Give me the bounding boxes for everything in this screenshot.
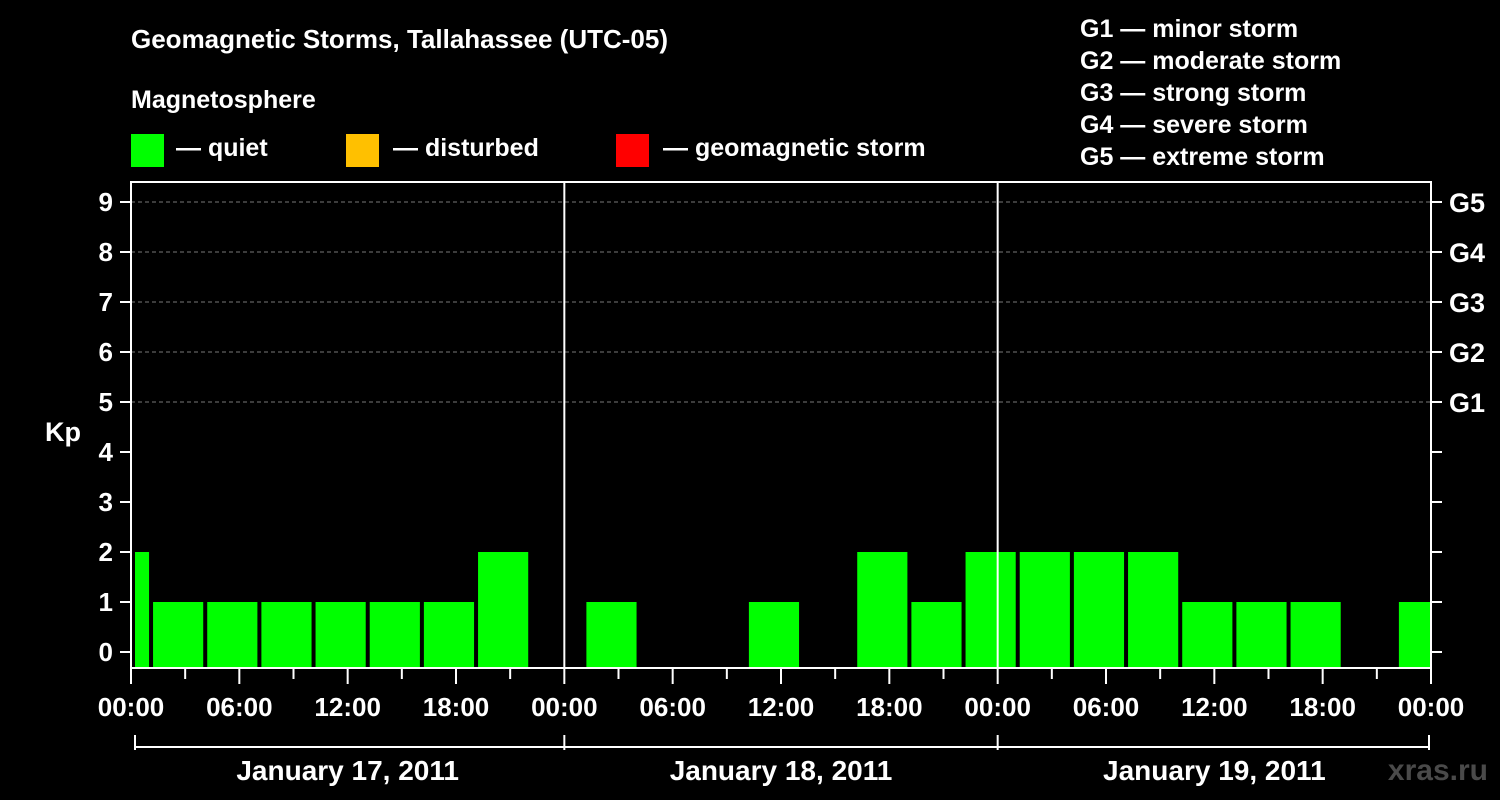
plot-frame [130,181,1432,669]
kp-bar [1128,552,1179,668]
x-tick-label: 12:00 [748,692,815,722]
storm-scale-g1: G1 — minor storm [1080,15,1299,43]
legend-swatch-quiet [131,134,164,167]
kp-bar [1290,602,1341,668]
kp-bar [423,602,475,668]
kp-bar [586,602,637,668]
storm-scale-g2: G2 — moderate storm [1080,47,1342,75]
legend-label-quiet: — quiet [176,134,268,162]
kp-bar [965,552,1016,668]
day-label: January 19, 2011 [1103,755,1326,786]
right-axis-label: G3 [1449,288,1485,318]
chart-title: Geomagnetic Storms, Tallahassee (UTC-05) [131,24,669,54]
x-tick-label: 12:00 [1181,692,1248,722]
x-tick-label: 00:00 [98,692,165,722]
legend-swatch-disturbed [346,134,379,167]
x-tick-label: 00:00 [964,692,1031,722]
y-tick-label: 9 [99,187,113,217]
y-tick-label: 2 [99,537,113,567]
kp-bar [153,602,204,668]
right-axis: G1 G2 G3 G4 G5 [1431,188,1485,653]
right-axis-label: G2 [1449,338,1485,368]
day-label: January 18, 2011 [670,755,893,786]
kp-bar [1182,602,1233,668]
x-axis: 00:00 06:00 12:00 18:00 00:00 06:00 12:00 18:00… [98,668,1465,722]
kp-bar [1019,552,1070,668]
x-tick-label: 12:00 [314,692,381,722]
y-tick-label: 8 [99,237,113,267]
y-tick-label: 1 [99,587,113,617]
storm-scale-g4: G4 — severe storm [1080,111,1308,139]
kp-bar [748,602,800,668]
x-tick-label: 18:00 [423,692,490,722]
day-dividers [563,182,999,668]
right-axis-label: G5 [1449,188,1485,218]
kp-bar [911,602,962,668]
legend-heading: Magnetosphere [131,86,316,114]
watermark: xras.ru [1387,754,1488,787]
kp-bar [261,602,312,668]
kp-bar [207,602,258,668]
x-tick-label: 06:00 [206,692,273,722]
kp-bar [857,552,908,668]
kp-bar [135,552,150,668]
y-tick-label: 3 [99,487,113,517]
y-axis: 0 1 2 3 4 5 6 7 8 9 [99,187,131,667]
kp-bar [1236,602,1287,668]
kp-bar [369,602,420,668]
legend-label-disturbed: — disturbed [393,134,539,162]
bars [135,552,1431,668]
kp-bar [1073,552,1125,668]
right-axis-label: G4 [1449,238,1485,268]
x-tick-label: 06:00 [639,692,706,722]
y-axis-label: Kp [45,417,81,447]
kp-bar [315,602,366,668]
day-labels: January 17, 2011 January 18, 2011 January … [134,735,1430,786]
x-tick-label: 00:00 [1398,692,1465,722]
y-tick-label: 0 [99,637,113,667]
legend-label-storm: — geomagnetic storm [663,134,926,162]
y-tick-label: 5 [99,387,113,417]
kp-bar [478,552,529,668]
storm-scale-g5: G5 — extreme storm [1080,143,1325,171]
kp-bar [1398,602,1431,668]
x-tick-label: 18:00 [856,692,923,722]
y-tick-label: 4 [99,437,114,467]
y-tick-label: 6 [99,337,113,367]
x-tick-label: 18:00 [1289,692,1356,722]
right-axis-label: G1 [1449,388,1485,418]
storm-scale-g3: G3 — strong storm [1080,79,1307,107]
x-tick-label: 06:00 [1073,692,1140,722]
grid-lines [131,201,1431,403]
day-label: January 17, 2011 [236,755,459,786]
y-tick-label: 7 [99,287,113,317]
legend-swatch-storm [616,134,649,167]
x-tick-label: 00:00 [531,692,598,722]
